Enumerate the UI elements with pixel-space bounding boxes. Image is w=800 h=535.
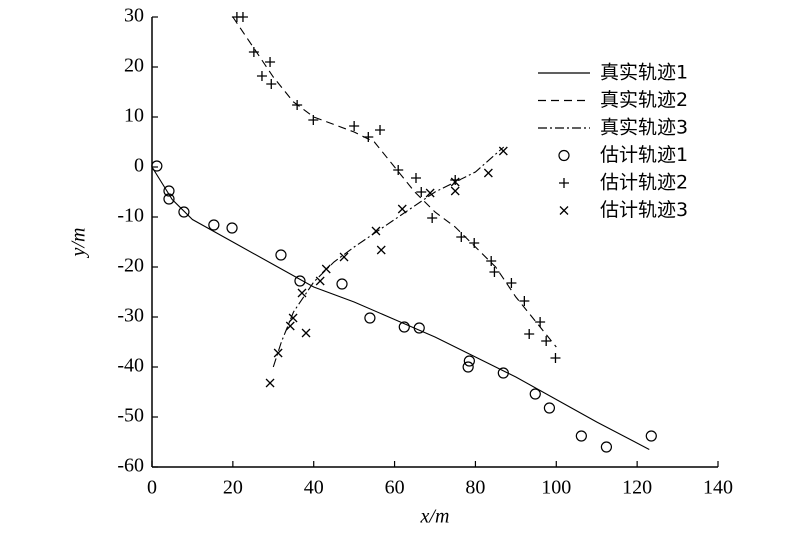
y-tick-label: -60	[117, 455, 144, 477]
marker-circle	[543, 402, 556, 414]
marker-plus	[416, 187, 427, 197]
marker-plus	[393, 165, 404, 175]
marker-x	[288, 313, 298, 323]
marker-plus	[248, 47, 259, 57]
marker-plus	[550, 353, 561, 363]
marker-x	[498, 146, 508, 156]
legend-label: 真实轨迹1	[600, 62, 688, 84]
marker-circle	[645, 430, 657, 442]
y-tick-label: 30	[124, 5, 144, 27]
legend-label: 真实轨迹3	[600, 117, 688, 139]
y-tick-label: -50	[117, 405, 144, 427]
marker-plus	[469, 238, 480, 248]
marker-circle	[463, 355, 475, 367]
marker-plus	[308, 115, 319, 125]
marker-x	[376, 245, 386, 255]
marker-x	[265, 378, 275, 388]
marker-circle	[529, 388, 541, 400]
marker-x	[321, 264, 331, 274]
marker-circle	[275, 249, 287, 261]
x-tick-label: 0	[147, 477, 157, 499]
marker-x	[297, 288, 307, 298]
marker-x	[425, 188, 435, 198]
x-tick-label: 60	[385, 477, 405, 499]
marker-circle	[178, 206, 190, 218]
trajectory-line	[232, 16, 557, 348]
trajectory-line	[151, 166, 650, 450]
marker-plus	[265, 57, 276, 67]
marker-x	[285, 321, 295, 331]
legend-label: 真实轨迹2	[600, 89, 688, 111]
x-tick-label: 20	[223, 477, 243, 499]
y-tick-label: -30	[117, 305, 144, 327]
marker-plus	[349, 121, 360, 131]
marker-circle	[600, 441, 613, 453]
x-tick-label: 140	[703, 477, 733, 499]
marker-circle	[151, 160, 163, 172]
y-tick-label: -10	[117, 205, 144, 227]
legend-label: 估计轨迹3	[600, 199, 688, 221]
legend-marker	[558, 149, 570, 162]
x-tick-label: 100	[541, 477, 571, 499]
marker-plus	[489, 267, 500, 277]
x-tick-label: 40	[304, 477, 324, 499]
marker-circle	[336, 278, 348, 290]
marker-plus	[410, 173, 421, 183]
marker-x	[371, 226, 381, 236]
marker-plus	[486, 256, 497, 266]
marker-x	[301, 328, 311, 338]
marker-circle	[497, 367, 509, 379]
marker-x	[450, 186, 460, 196]
legend-label: 估计轨迹2	[600, 172, 688, 194]
marker-circle	[462, 361, 474, 373]
marker-x	[483, 168, 493, 178]
marker-x	[397, 204, 407, 214]
marker-plus	[535, 317, 546, 327]
marker-plus	[292, 100, 303, 110]
y-axis-label: y/m	[68, 228, 90, 259]
marker-circle	[294, 275, 306, 287]
x-tick-label: 120	[622, 477, 652, 499]
legend-marker	[559, 206, 569, 215]
marker-circle	[398, 321, 410, 333]
marker-plus	[519, 296, 530, 306]
y-tick-label: 0	[134, 155, 144, 177]
y-tick-label: 20	[124, 55, 144, 77]
marker-plus	[506, 278, 517, 288]
marker-x	[450, 177, 460, 187]
x-tick-label: 80	[465, 477, 485, 499]
marker-circle	[226, 222, 238, 234]
marker-circle	[575, 430, 587, 442]
marker-plus	[450, 175, 461, 185]
marker-plus	[541, 336, 552, 346]
marker-circle	[163, 193, 175, 205]
marker-circle	[208, 219, 220, 231]
marker-plus	[363, 132, 374, 142]
marker-circle	[364, 312, 376, 324]
marker-plus	[524, 329, 535, 339]
marker-circle	[163, 185, 175, 197]
legend-label: 估计轨迹1	[600, 144, 688, 166]
y-tick-label: 10	[124, 105, 144, 127]
marker-x	[315, 276, 325, 286]
marker-plus	[427, 213, 438, 223]
marker-plus	[375, 125, 386, 135]
marker-plus	[256, 71, 267, 81]
marker-plus	[237, 12, 248, 22]
marker-circle	[413, 322, 425, 334]
marker-plus	[266, 79, 277, 89]
marker-x	[273, 348, 283, 358]
marker-x	[339, 252, 349, 262]
y-tick-label: -20	[117, 255, 144, 277]
marker-plus	[456, 232, 467, 242]
y-tick-label: -40	[117, 355, 144, 377]
x-axis-label: x/m	[420, 506, 450, 528]
legend-marker	[559, 178, 569, 188]
